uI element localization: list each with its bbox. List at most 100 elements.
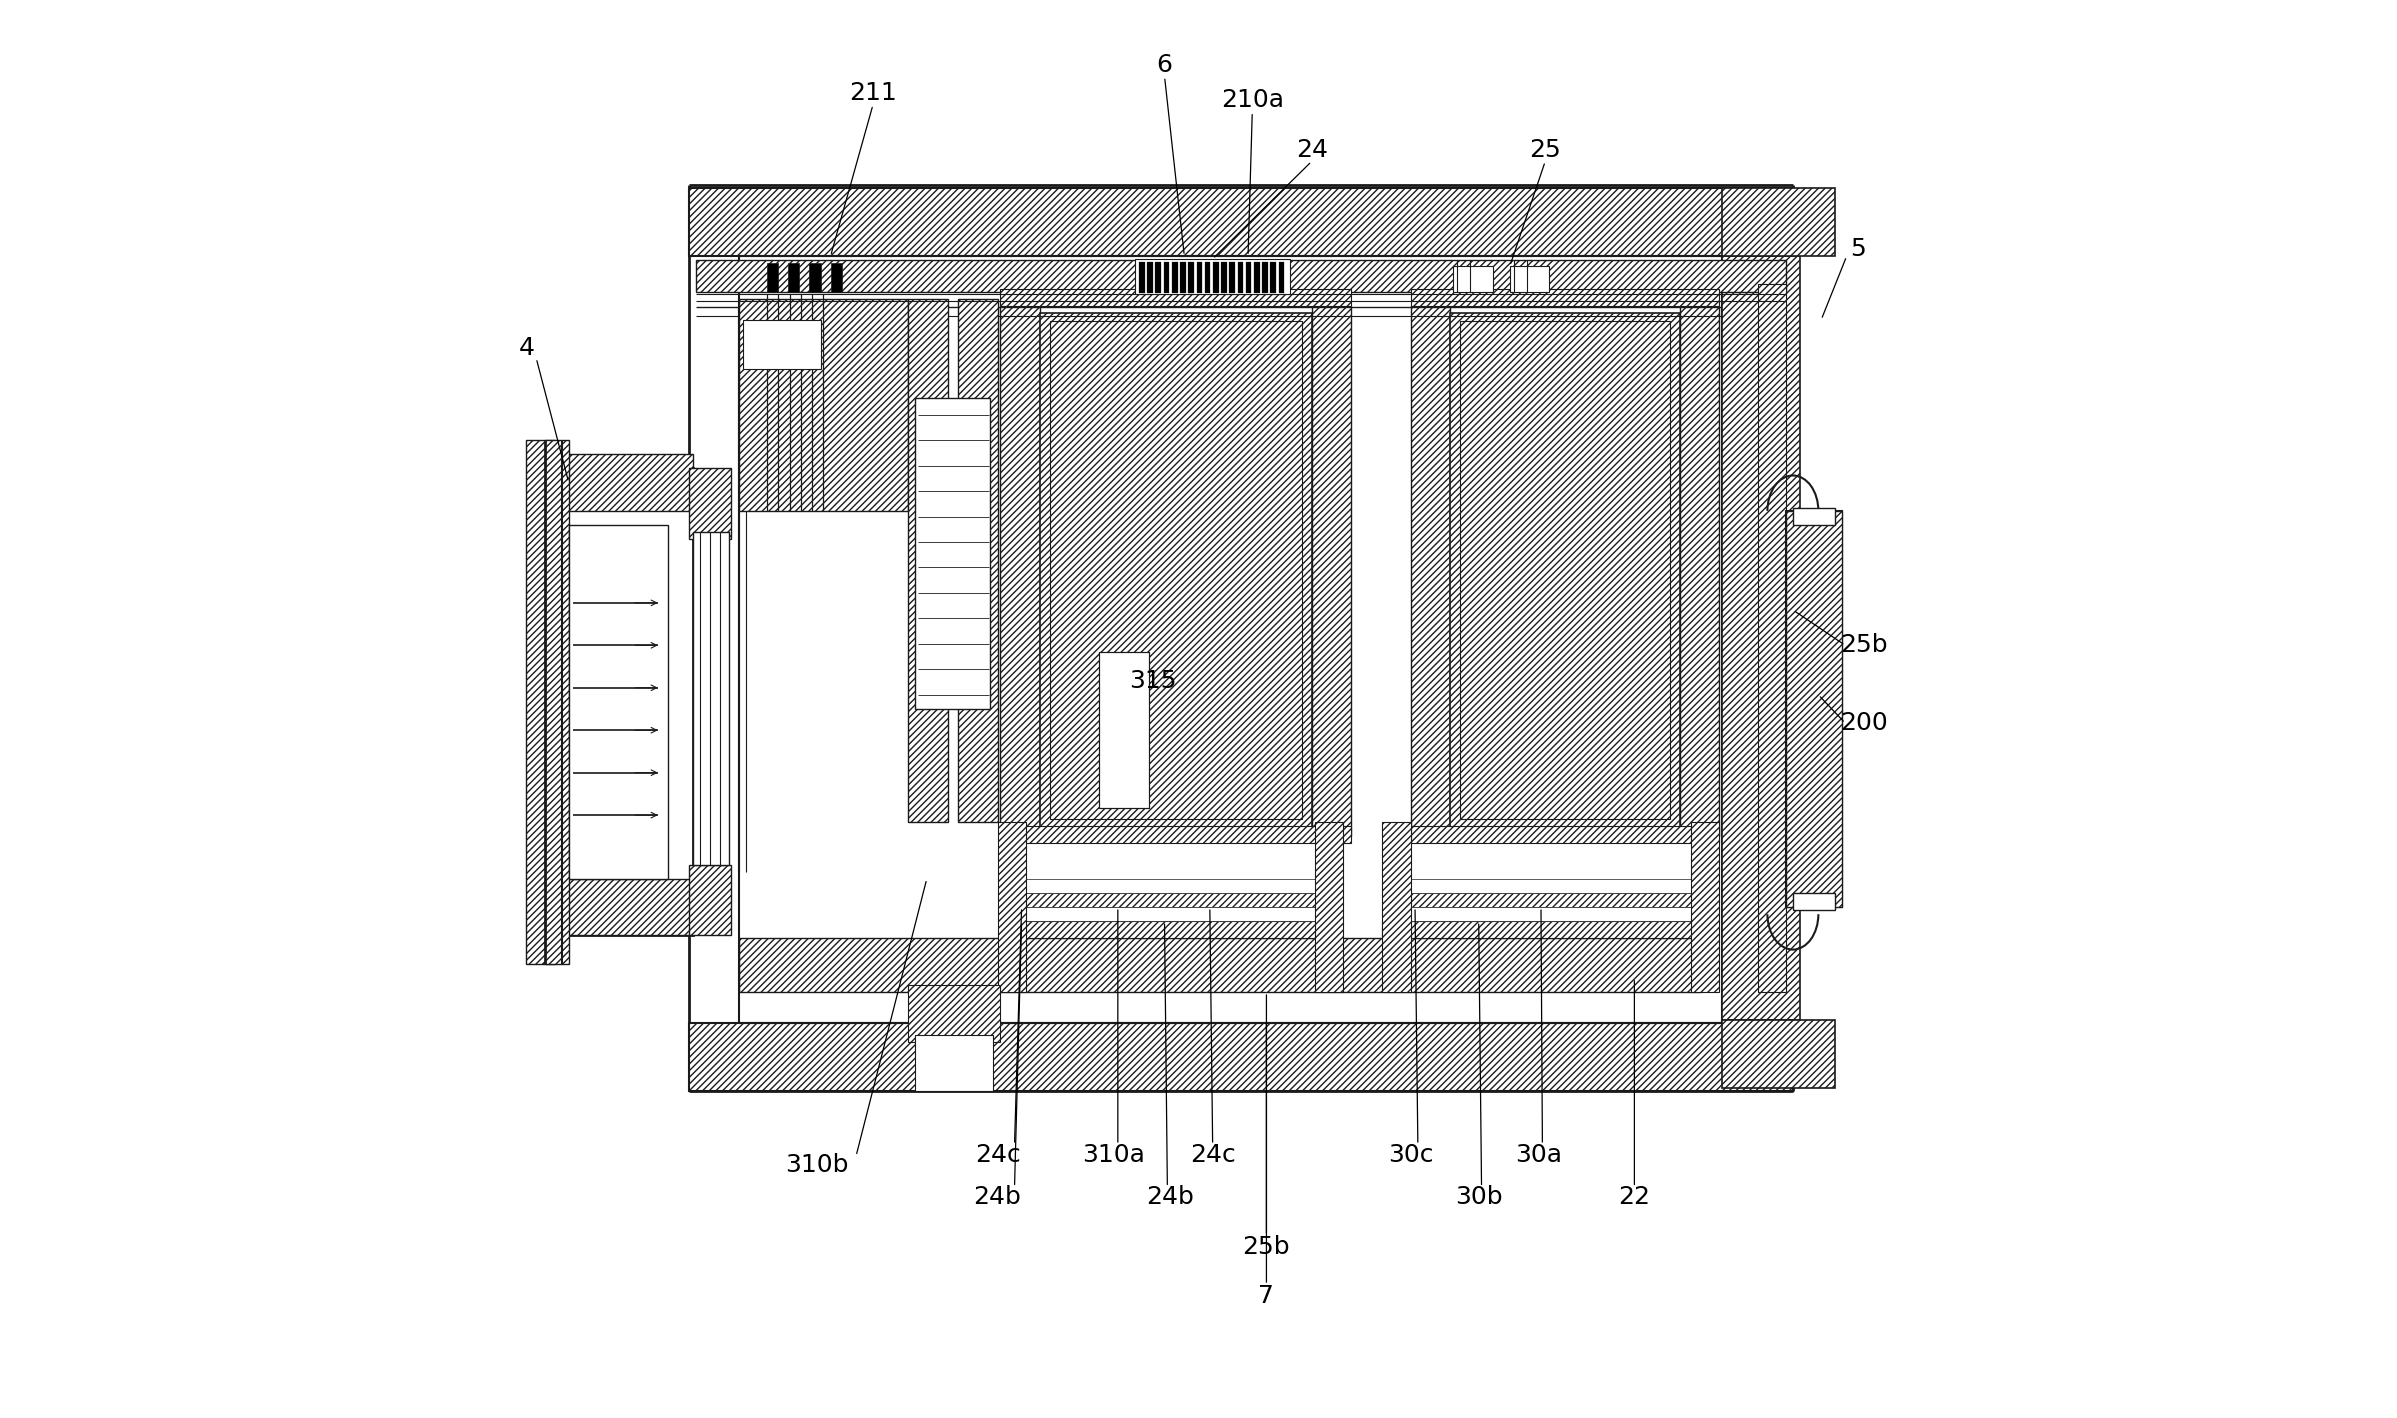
Bar (693, 532, 729, 865)
Bar (1134, 259, 1290, 295)
Bar (1040, 313, 1311, 830)
Text: 200: 200 (1841, 712, 1886, 735)
Text: 25b: 25b (1242, 1235, 1290, 1259)
Bar (1220, 262, 1227, 294)
Text: 210a: 210a (1220, 88, 1285, 112)
Bar (695, 261, 1786, 292)
Bar (1757, 285, 1786, 993)
Bar (1000, 289, 1352, 306)
Bar (544, 879, 693, 936)
Bar (1311, 306, 1352, 837)
Bar (997, 822, 1026, 993)
Bar (959, 299, 997, 822)
Text: 24: 24 (1297, 138, 1328, 162)
Bar (1246, 262, 1251, 294)
Bar (1383, 822, 1412, 993)
Bar (1721, 189, 1836, 257)
Bar (1000, 922, 1340, 939)
Bar (738, 299, 908, 510)
Bar (527, 440, 568, 964)
Bar (1453, 267, 1493, 292)
Bar (1721, 257, 1800, 1021)
Bar (1314, 822, 1342, 993)
Bar (1189, 262, 1194, 294)
Bar (1155, 262, 1160, 294)
Text: 7: 7 (1258, 1285, 1275, 1309)
Bar (1412, 827, 1719, 844)
Bar (1000, 306, 1040, 837)
Bar (767, 264, 779, 292)
Text: 6: 6 (1155, 52, 1172, 77)
Bar (1179, 262, 1187, 294)
Bar (688, 865, 731, 936)
Bar (1721, 1021, 1836, 1088)
Bar (1139, 262, 1146, 294)
Bar (1230, 262, 1234, 294)
Text: 24c: 24c (1189, 1143, 1234, 1167)
Bar (1000, 306, 1040, 837)
Bar (1383, 908, 1695, 922)
Bar (1412, 289, 1719, 306)
Bar (527, 440, 568, 964)
Text: 315: 315 (1129, 669, 1177, 693)
Bar (1050, 322, 1302, 820)
Bar (1000, 893, 1340, 908)
Bar (688, 1024, 1793, 1090)
Bar (544, 440, 554, 964)
Bar (544, 468, 693, 936)
Bar (1314, 822, 1342, 993)
Text: 25: 25 (1529, 138, 1560, 162)
Bar (1460, 322, 1671, 820)
Bar (1196, 262, 1203, 294)
Bar (738, 939, 1702, 993)
Bar (1050, 322, 1302, 820)
Bar (544, 879, 693, 936)
Bar (688, 189, 1793, 257)
Text: 30a: 30a (1515, 1143, 1563, 1167)
Bar (1450, 313, 1680, 830)
Bar (738, 299, 908, 510)
Text: 5: 5 (1850, 237, 1865, 261)
Bar (1163, 262, 1170, 294)
Bar (1172, 262, 1177, 294)
Bar (1000, 893, 1340, 908)
Text: 30c: 30c (1388, 1143, 1433, 1167)
Bar (1278, 262, 1285, 294)
Bar (789, 264, 801, 292)
Bar (1100, 652, 1148, 808)
Bar (1383, 922, 1695, 939)
Bar (1000, 827, 1352, 844)
Text: 24c: 24c (976, 1143, 1021, 1167)
Bar (688, 1024, 1793, 1090)
Bar (1000, 289, 1352, 306)
Bar (1254, 262, 1261, 294)
Bar (1412, 289, 1719, 306)
Bar (1383, 893, 1695, 908)
Bar (1690, 822, 1719, 993)
Bar (1000, 922, 1340, 939)
Bar (1757, 285, 1786, 993)
Bar (908, 299, 947, 822)
Bar (1383, 879, 1695, 893)
Bar (1786, 510, 1843, 908)
Bar (908, 299, 947, 822)
Text: 4: 4 (518, 336, 535, 360)
Bar (688, 468, 731, 539)
Bar (1148, 262, 1153, 294)
Bar (1412, 827, 1719, 844)
Bar (959, 299, 997, 822)
Bar (1690, 822, 1719, 993)
Text: 30b: 30b (1455, 1185, 1503, 1210)
Bar (1383, 822, 1412, 993)
Bar (743, 320, 820, 369)
Bar (1383, 893, 1695, 908)
Bar (1213, 262, 1218, 294)
Bar (1263, 262, 1268, 294)
Bar (1270, 262, 1275, 294)
Bar (1721, 189, 1836, 257)
Bar (544, 454, 693, 510)
Bar (1450, 313, 1680, 830)
Text: 22: 22 (1618, 1185, 1652, 1210)
Bar (908, 986, 1000, 1042)
Bar (695, 261, 1786, 292)
